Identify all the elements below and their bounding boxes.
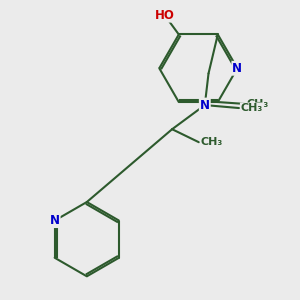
Text: CH₃: CH₃	[246, 99, 268, 109]
Text: N: N	[200, 99, 210, 112]
Text: HO: HO	[155, 9, 175, 22]
Text: CH₃: CH₃	[200, 137, 223, 147]
Text: N: N	[50, 214, 60, 227]
Text: N: N	[232, 62, 242, 75]
Text: CH₃: CH₃	[241, 103, 263, 113]
